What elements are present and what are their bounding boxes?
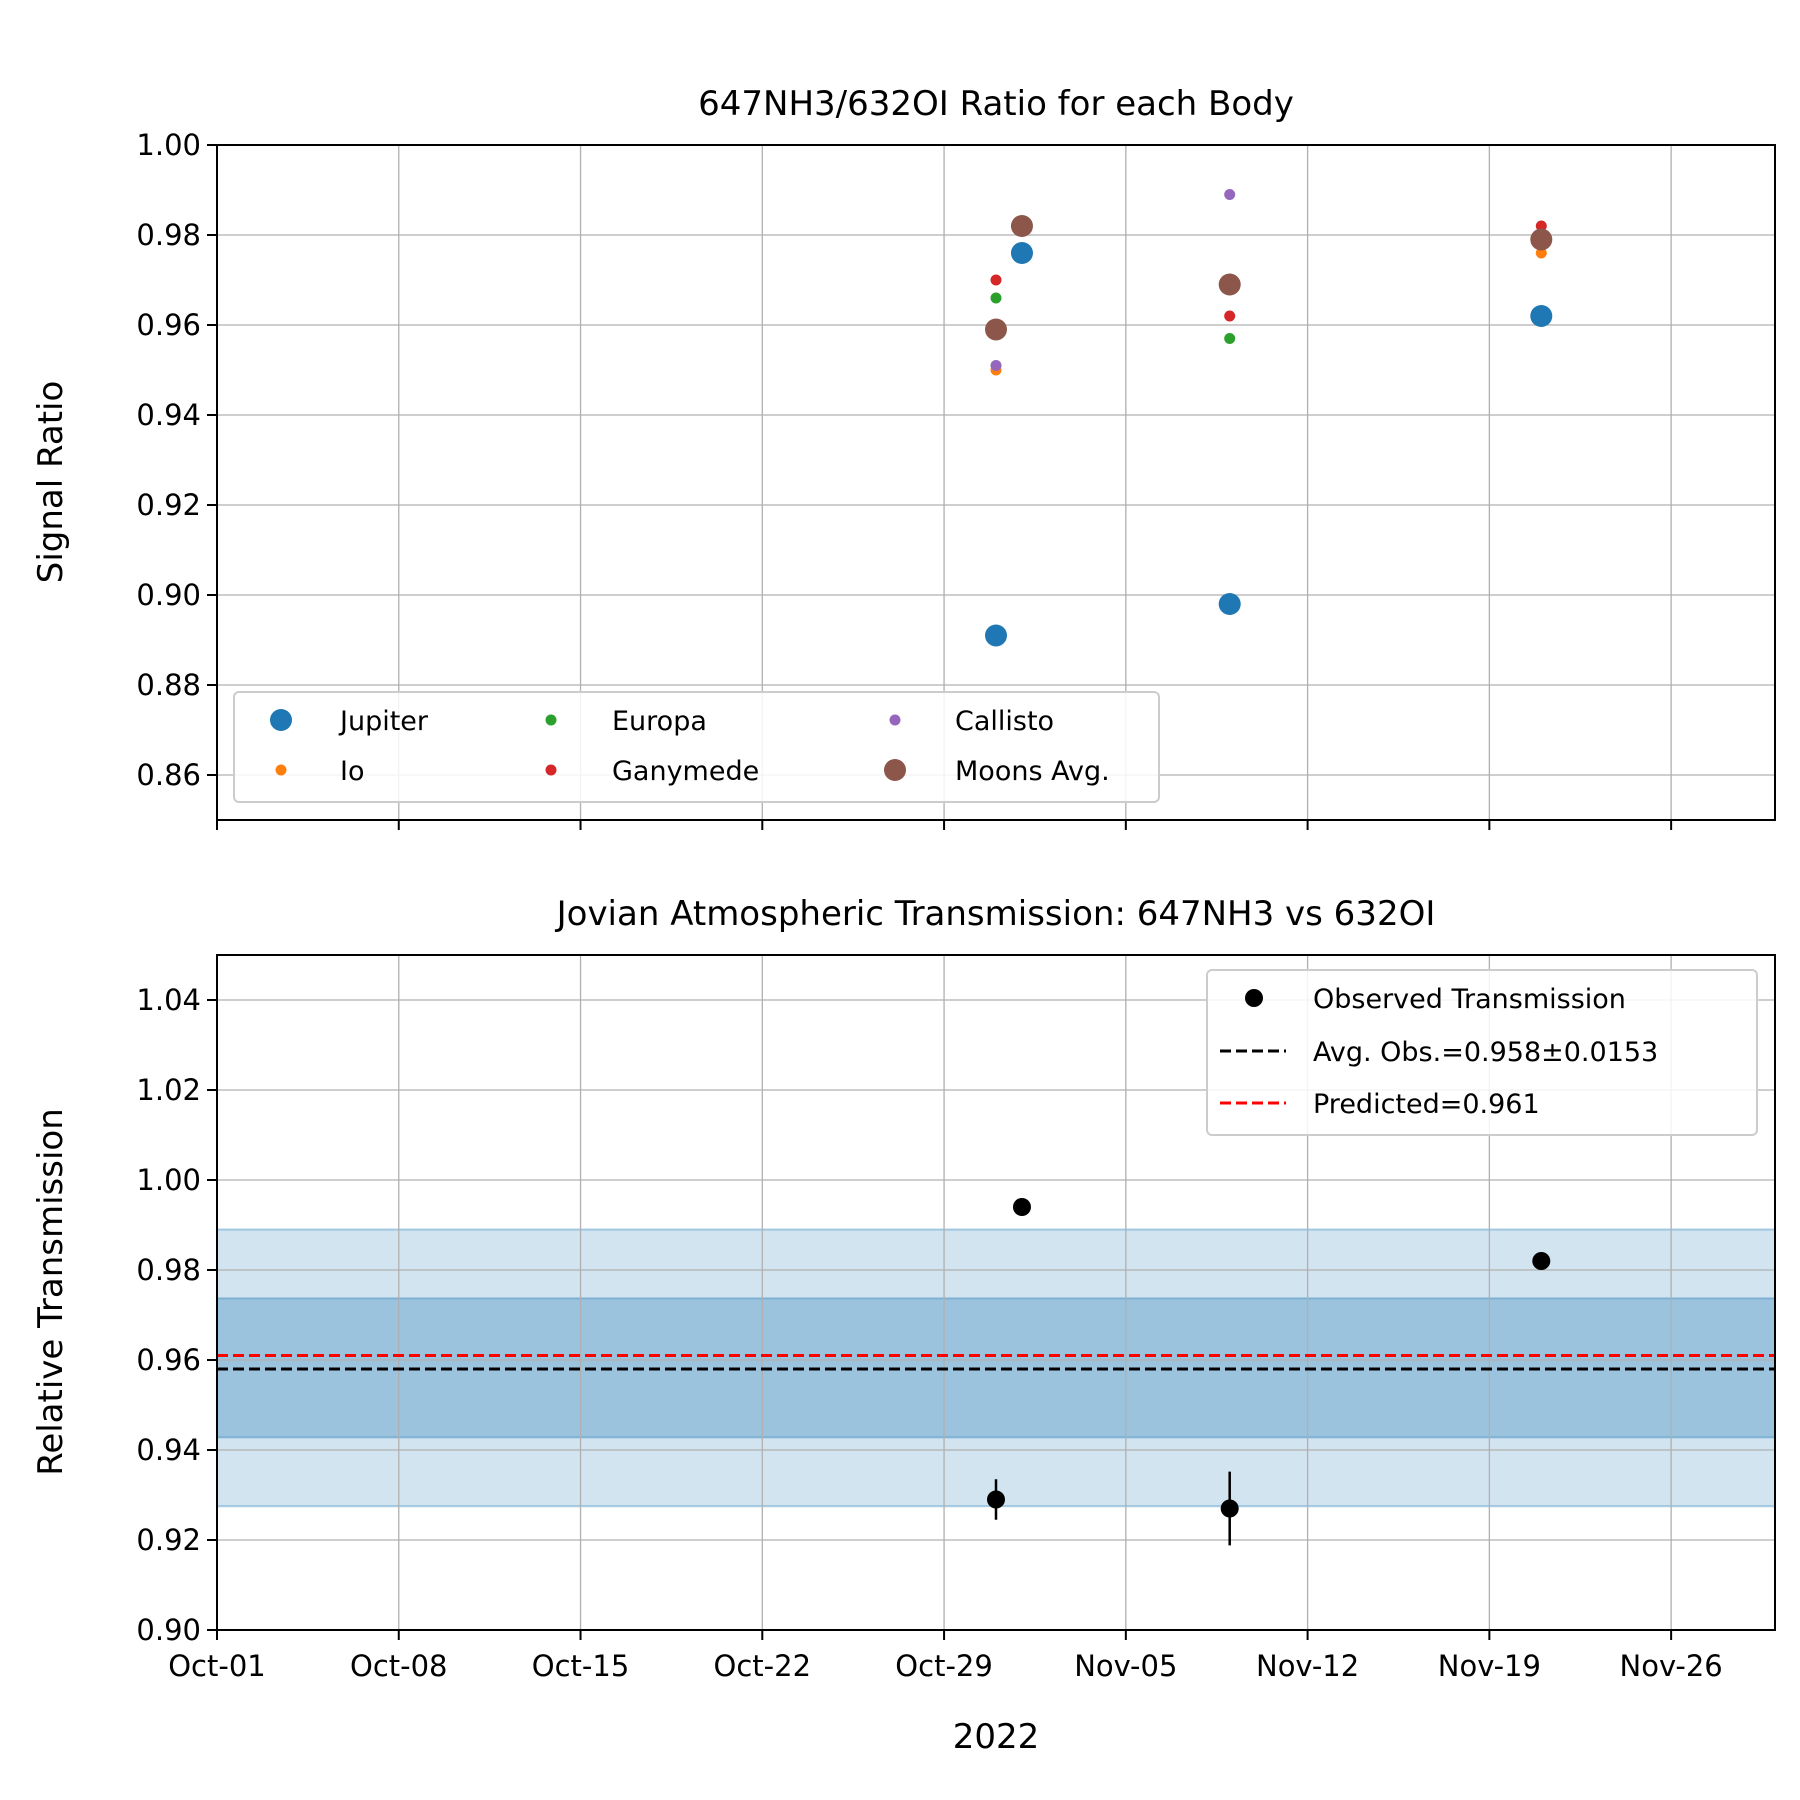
y-tick-label: 1.02 [136, 1073, 201, 1107]
point-callisto [1224, 189, 1236, 200]
x-tick-label: Oct-15 [532, 1649, 630, 1683]
point-moons-avg [1010, 215, 1033, 237]
legend-marker-observed [1245, 989, 1263, 1007]
x-tick-label: Nov-05 [1074, 1649, 1177, 1683]
legend-label-io: Io [340, 756, 364, 787]
point-observed-transmission [1012, 1198, 1031, 1216]
y-tick-label: 0.96 [136, 308, 201, 342]
signal-ratio-panel: 647NH3/632OI Ratio for each Body 0.860.8… [31, 84, 1776, 830]
x-tick-label: Oct-29 [895, 1649, 993, 1683]
panel2-points [987, 1198, 1551, 1546]
point-ganymede [990, 274, 1002, 286]
y-tick-label: 0.88 [136, 668, 201, 702]
legend-marker-europa [545, 714, 557, 726]
legend-label-observed: Observed Transmission [1313, 984, 1626, 1015]
legend-label-callisto: Callisto [955, 706, 1054, 737]
y-tick-label: 0.98 [136, 218, 201, 252]
point-callisto [990, 360, 1002, 371]
panel1-legend: Jupiter Io Europa Ganymede Callisto Moon… [233, 691, 1160, 803]
point-jupiter [985, 624, 1007, 647]
point-observed-transmission [1220, 1499, 1239, 1518]
x-tick-label: Nov-12 [1256, 1649, 1359, 1683]
y-tick-label: 1.04 [136, 983, 201, 1017]
x-tick-label: Nov-26 [1620, 1649, 1723, 1683]
point-observed-transmission [987, 1490, 1005, 1509]
legend-label-moons-avg: Moons Avg. [955, 756, 1110, 787]
panel1-points [985, 189, 1553, 647]
y-tick-label: 0.94 [136, 398, 201, 432]
panel1-title: 647NH3/632OI Ratio for each Body [698, 84, 1294, 124]
point-europa [1224, 333, 1236, 344]
panel2-x-ticks: Oct-01 Oct-08 Oct-15 Oct-22 Oct-29 Nov-05 Nov-… [168, 1630, 1723, 1683]
panel1-y-axis-label: Signal Ratio [31, 381, 71, 584]
point-ganymede [1224, 310, 1236, 322]
panel1-x-ticks [216, 820, 1673, 830]
panel2-legend: Observed Transmission Avg. Obs.=0.958±0.… [1206, 969, 1758, 1136]
legend-marker-io [275, 764, 287, 776]
y-tick-label: 1.00 [136, 1163, 201, 1197]
y-tick-label: 0.94 [136, 1433, 201, 1467]
panel1-y-ticks: 0.86 0.88 0.90 0.92 0.94 0.96 0.98 1.00 [136, 128, 217, 792]
y-tick-label: 0.96 [136, 1343, 201, 1377]
legend-label-ganymede: Ganymede [612, 756, 759, 787]
panel1-plot-frame [216, 144, 1776, 821]
legend-label-europa: Europa [612, 706, 707, 737]
legend-label-jupiter: Jupiter [338, 706, 429, 737]
legend-marker-moons-avg [884, 759, 906, 781]
point-europa [990, 292, 1002, 304]
legend-marker-callisto [889, 714, 901, 726]
panel2-title: Jovian Atmospheric Transmission: 647NH3 … [555, 894, 1436, 934]
point-moons-avg [1530, 228, 1553, 251]
point-jupiter [1010, 242, 1033, 264]
point-moons-avg [1218, 273, 1241, 296]
panel2-lines [217, 1354, 1775, 1371]
y-tick-label: 0.92 [136, 488, 201, 522]
point-io [1535, 247, 1547, 259]
panel2-x-axis-label: 2022 [953, 1717, 1040, 1757]
legend-label-avg-obs: Avg. Obs.=0.958±0.0153 [1313, 1037, 1658, 1068]
legend-label-predicted: Predicted=0.961 [1313, 1089, 1540, 1120]
y-tick-label: 0.92 [136, 1523, 201, 1557]
transmission-panel: Jovian Atmospheric Transmission: 647NH3 … [31, 894, 1776, 1757]
point-jupiter [1218, 593, 1241, 615]
panel2-y-axis-label: Relative Transmission [31, 1108, 71, 1476]
legend-marker-jupiter [270, 709, 292, 731]
point-moons-avg [985, 318, 1007, 341]
y-tick-label: 0.98 [136, 1253, 201, 1287]
panel2-y-ticks: 0.90 0.92 0.94 0.96 0.98 1.00 1.02 1.04 [136, 983, 217, 1647]
y-tick-label: 0.90 [136, 578, 201, 612]
point-jupiter [1530, 305, 1553, 327]
x-tick-label: Nov-19 [1438, 1649, 1541, 1683]
y-tick-label: 1.00 [136, 128, 201, 162]
x-tick-label: Oct-22 [714, 1649, 812, 1683]
x-tick-label: Oct-08 [350, 1649, 448, 1683]
legend-marker-ganymede [545, 764, 557, 776]
y-tick-label: 0.86 [136, 758, 201, 792]
y-tick-label: 0.90 [136, 1613, 201, 1647]
point-ganymede [1535, 220, 1547, 232]
point-observed-transmission [1532, 1252, 1551, 1270]
panel2-plot-frame [216, 954, 1776, 1631]
x-tick-label: Oct-01 [168, 1649, 266, 1683]
